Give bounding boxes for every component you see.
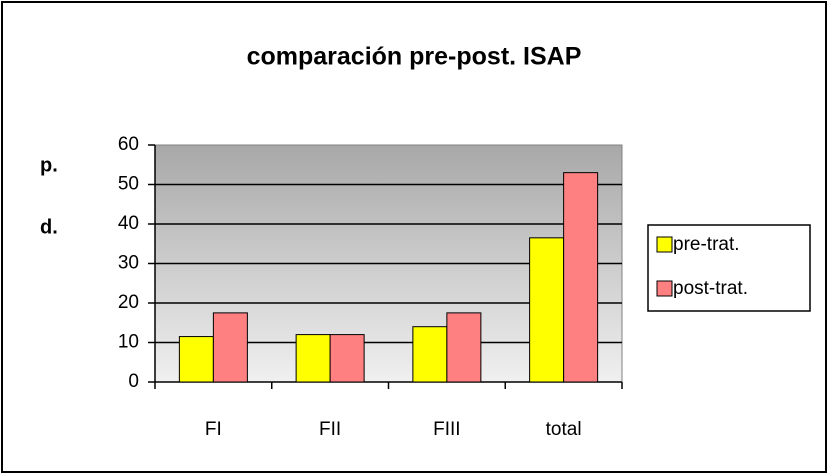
bar bbox=[212, 312, 248, 383]
bar bbox=[329, 334, 365, 383]
legend-swatch bbox=[656, 236, 673, 253]
y-tick-label: 30 bbox=[118, 253, 139, 274]
x-tick-label: total bbox=[546, 419, 582, 440]
legend bbox=[647, 224, 811, 312]
y-tick-label: 60 bbox=[118, 134, 139, 155]
bar bbox=[295, 334, 331, 383]
x-tick-label: FII bbox=[319, 419, 341, 440]
bar bbox=[446, 312, 482, 383]
bar bbox=[529, 237, 565, 383]
y-tick-label: 10 bbox=[118, 332, 139, 353]
y-axis-label: d. bbox=[40, 216, 58, 238]
y-tick-label: 50 bbox=[118, 174, 139, 195]
y-tick-label: 40 bbox=[118, 213, 139, 234]
legend-label: post-trat. bbox=[673, 278, 748, 299]
bar bbox=[563, 172, 599, 383]
chart-title: comparación pre-post. ISAP bbox=[247, 43, 582, 71]
bar bbox=[178, 336, 214, 383]
x-tick-label: FI bbox=[205, 419, 222, 440]
bar bbox=[412, 326, 448, 383]
x-tick-label: FIII bbox=[433, 419, 460, 440]
legend-swatch bbox=[656, 280, 673, 297]
legend-label: pre-trat. bbox=[673, 234, 740, 255]
y-tick-label: 20 bbox=[118, 292, 139, 313]
y-tick-label: 0 bbox=[128, 371, 139, 392]
y-axis-label: p. bbox=[40, 154, 58, 176]
